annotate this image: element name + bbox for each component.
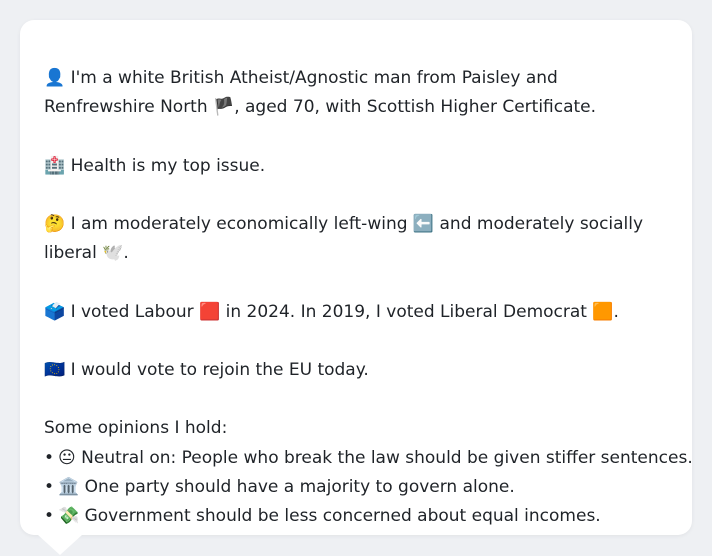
orange-square-icon: 🟧 bbox=[592, 301, 614, 322]
identity-text: I'm a white British Atheist/Agnostic man… bbox=[44, 68, 558, 118]
politics-line: 🤔 I am moderately economically left-wing… bbox=[44, 210, 668, 268]
politics-text-before: I am moderately economically left-wing bbox=[70, 213, 408, 234]
message-card: 👤 I'm a white British Atheist/Agnostic m… bbox=[20, 20, 693, 535]
eu-text: I would vote to rejoin the EU today. bbox=[70, 359, 369, 380]
scotland-flag-icon: 🏴 bbox=[213, 97, 235, 118]
opinion-item: • 🏛️ One party should have a majority to … bbox=[44, 473, 668, 502]
left-arrow-icon: ⬅️ bbox=[412, 213, 435, 234]
ballot-box-icon: 🗳️ bbox=[44, 301, 66, 322]
bullet: • bbox=[44, 476, 55, 497]
opinions-heading: Some opinions I hold: bbox=[44, 418, 228, 439]
opinion-text: Government should be less concerned abou… bbox=[84, 505, 601, 526]
opinion-item: • 😐 Neutral on: People who break the law … bbox=[44, 444, 693, 473]
speech-bubble-tail bbox=[38, 535, 82, 555]
hospital-icon: 🏥 bbox=[44, 155, 66, 176]
thinking-face-icon: 🤔 bbox=[44, 213, 66, 234]
dove-icon: 🕊️ bbox=[102, 243, 124, 264]
bullet: • bbox=[44, 505, 55, 526]
health-line: 🏥 Health is my top issue. bbox=[44, 152, 668, 181]
votes-text-before: I voted Labour bbox=[70, 301, 194, 322]
classical-building-icon: 🏛️ bbox=[58, 476, 80, 497]
eu-line: 🇪🇺 I would vote to rejoin the EU today. bbox=[44, 356, 668, 385]
money-with-wings-icon: 💸 bbox=[58, 505, 80, 526]
red-square-icon: 🟥 bbox=[199, 301, 221, 322]
bullet: • bbox=[44, 447, 55, 468]
politics-text-middle: and moderately socially liberal bbox=[44, 213, 644, 264]
identity-suffix: , aged 70, with Scottish Higher Certific… bbox=[234, 97, 597, 118]
votes-line: 🗳️ I voted Labour 🟥 in 2024. In 2019, I … bbox=[44, 298, 668, 327]
person-icon: 👤 bbox=[44, 68, 66, 88]
identity-line: 👤 I'm a white British Atheist/Agnostic m… bbox=[44, 64, 668, 122]
opinion-item: • 💸 Government should be less concerned a… bbox=[44, 502, 668, 531]
eu-flag-icon: 🇪🇺 bbox=[44, 359, 66, 380]
votes-text-middle: in 2024. In 2019, I voted Liberal Democr… bbox=[225, 301, 587, 322]
opinion-text: One party should have a majority to gove… bbox=[84, 476, 515, 497]
neutral-face-icon: 😐 bbox=[58, 447, 76, 468]
votes-text-after: . bbox=[613, 301, 619, 322]
politics-text-after: . bbox=[123, 243, 129, 264]
opinion-text: Neutral on: People who break the law sho… bbox=[81, 447, 693, 468]
health-text: Health is my top issue. bbox=[70, 155, 266, 176]
